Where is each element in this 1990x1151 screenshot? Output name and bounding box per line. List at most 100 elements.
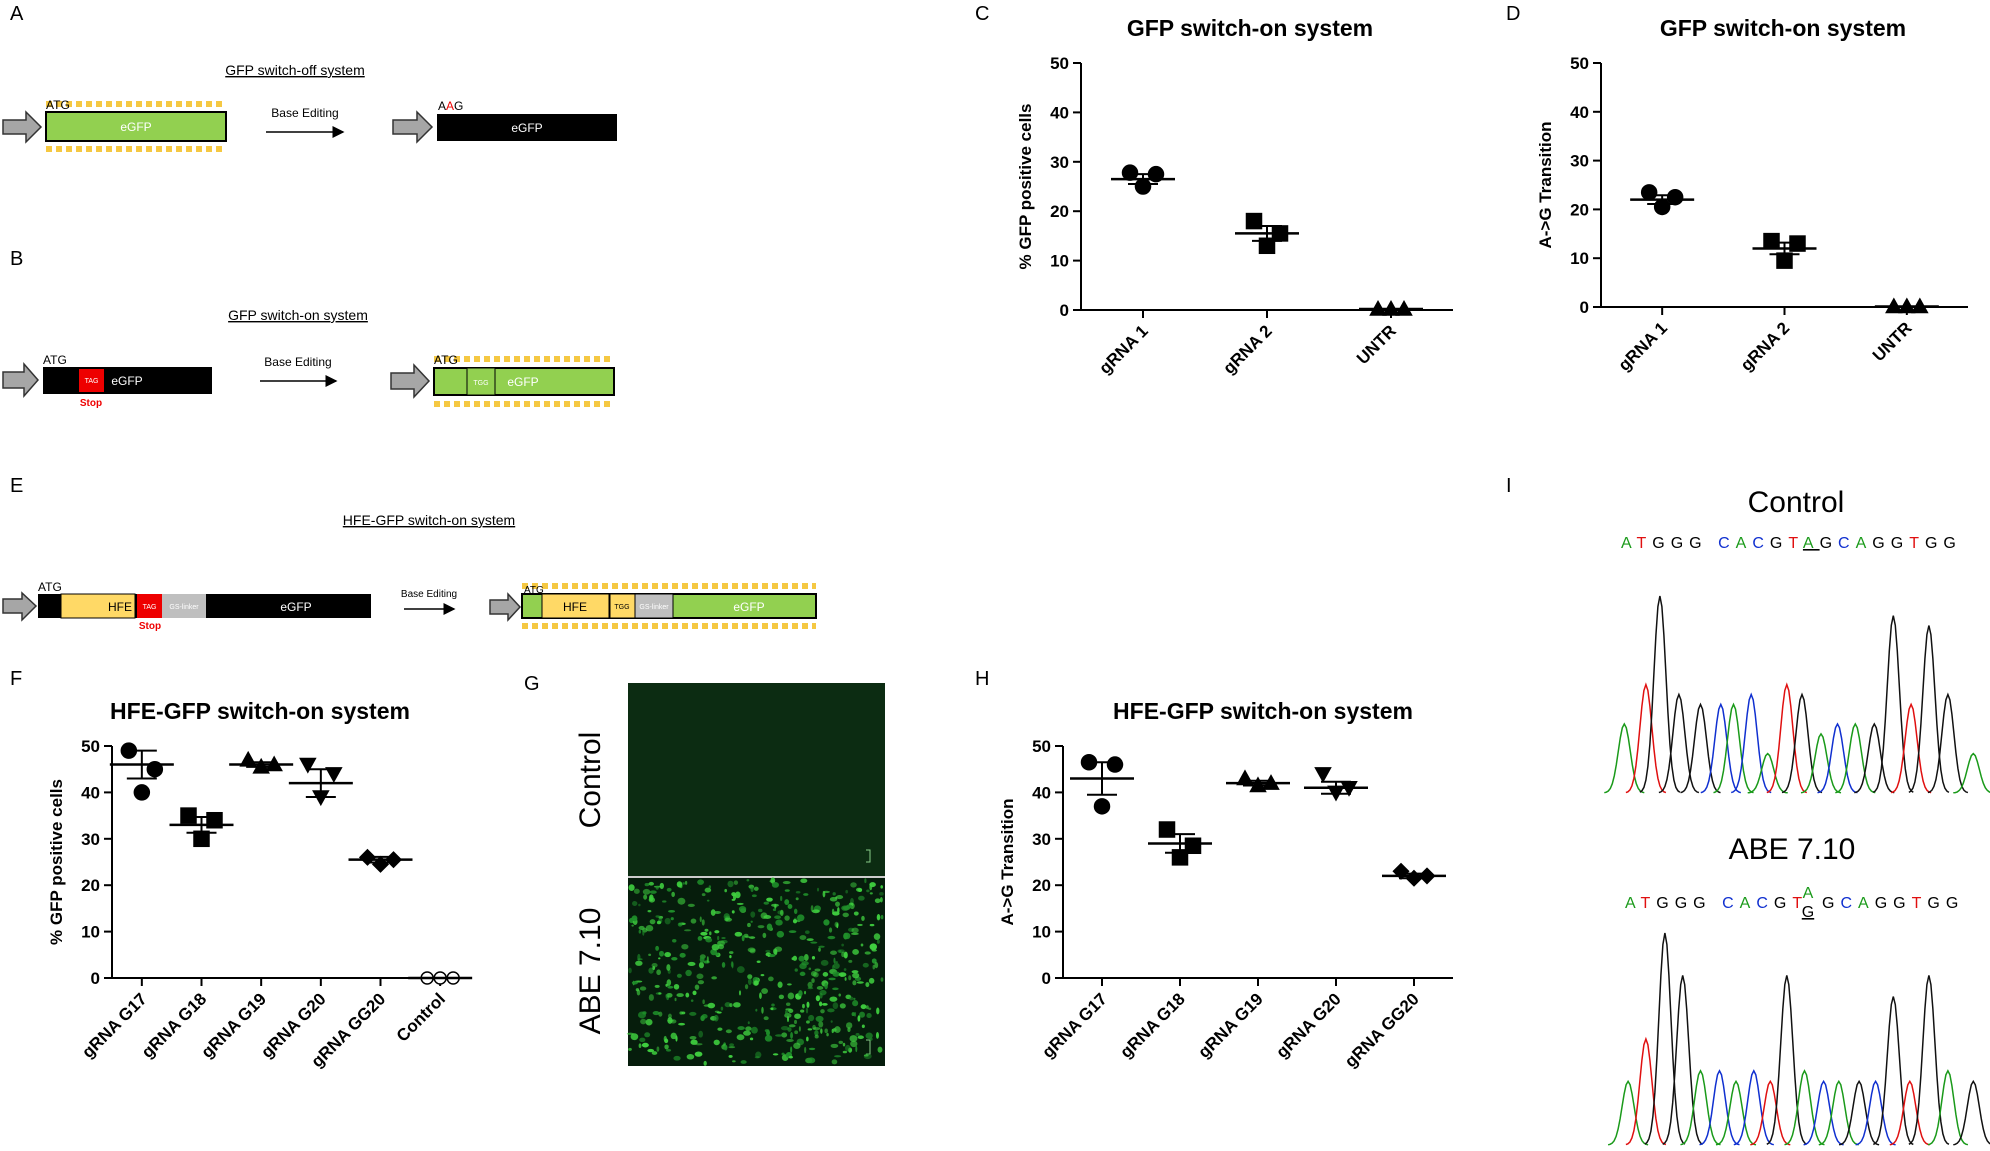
cell xyxy=(744,935,751,939)
cell xyxy=(874,961,879,969)
cell xyxy=(861,915,865,921)
peak xyxy=(1700,702,1742,794)
cell xyxy=(820,1009,825,1014)
cell xyxy=(838,993,842,997)
codon-part: A xyxy=(438,99,446,113)
cell xyxy=(652,1010,660,1016)
base: A xyxy=(1803,885,1814,902)
cell xyxy=(658,1011,663,1017)
cell xyxy=(769,879,775,883)
cell xyxy=(807,986,814,990)
y-tick-label: 20 xyxy=(1032,876,1051,895)
peak xyxy=(1817,722,1858,794)
cell xyxy=(815,995,821,1002)
cell xyxy=(733,880,739,885)
x-tick-label: UNTR xyxy=(1869,318,1916,365)
cell xyxy=(711,943,720,951)
cell xyxy=(763,901,770,905)
base: G xyxy=(1820,535,1838,552)
base: G xyxy=(1774,895,1792,912)
y-tick-label: 40 xyxy=(1570,103,1589,122)
cell xyxy=(846,904,853,909)
base: T xyxy=(1792,895,1808,912)
cell xyxy=(787,983,792,986)
peak xyxy=(1908,625,1950,794)
cell xyxy=(667,985,674,989)
cell xyxy=(674,997,677,1002)
panel-label: D xyxy=(1506,3,1520,25)
cell xyxy=(655,886,659,890)
cell xyxy=(631,981,638,985)
cell xyxy=(796,914,805,922)
cell xyxy=(764,1035,773,1042)
cell xyxy=(725,1029,732,1034)
y-tick-label: 20 xyxy=(1570,200,1589,219)
cell xyxy=(731,892,737,897)
gene-label: eGFP xyxy=(733,600,764,614)
cell xyxy=(746,878,750,882)
cell xyxy=(687,903,695,907)
cell xyxy=(701,893,706,897)
cell xyxy=(842,912,849,918)
cell xyxy=(856,887,863,892)
cell xyxy=(828,977,836,981)
diagram-title: GFP switch-off system xyxy=(225,62,365,78)
gene-box xyxy=(433,367,615,396)
cell xyxy=(734,891,741,899)
cell xyxy=(812,1027,821,1030)
y-axis-label: A->G Transition xyxy=(998,798,1017,925)
cell xyxy=(772,908,777,912)
cell xyxy=(697,980,705,985)
cell xyxy=(666,887,672,892)
peak xyxy=(1889,1079,1930,1146)
sequence-part: GCAGGTGG xyxy=(1820,535,1962,552)
base: A xyxy=(1858,895,1875,912)
cell xyxy=(775,919,783,926)
gene-label: eGFP xyxy=(511,121,542,135)
cell xyxy=(689,1011,697,1016)
image-label: Control xyxy=(574,732,607,829)
cell xyxy=(787,904,793,910)
cell xyxy=(736,966,745,974)
diagram-title: HFE-GFP switch-on system xyxy=(343,512,515,528)
diagram-title: GFP switch-on system xyxy=(228,307,368,323)
codon: TAG xyxy=(85,378,99,385)
peak xyxy=(1625,682,1667,794)
cell xyxy=(734,931,743,937)
cell xyxy=(683,929,692,932)
cell xyxy=(807,1028,813,1031)
peak xyxy=(1730,692,1772,794)
cell xyxy=(844,1044,851,1052)
base: G xyxy=(1689,535,1707,552)
gene-box xyxy=(45,111,227,142)
cell xyxy=(639,1037,646,1043)
cell xyxy=(804,1046,807,1054)
cell xyxy=(703,960,710,964)
gene-label: eGFP xyxy=(120,120,151,134)
cell xyxy=(733,1002,741,1008)
cell xyxy=(845,889,849,894)
peak xyxy=(1854,722,1895,794)
cell xyxy=(729,1003,733,1008)
promoter-arrow xyxy=(392,110,434,144)
cell xyxy=(761,1006,764,1014)
cell xyxy=(793,908,798,914)
stop-box xyxy=(79,369,104,392)
cell xyxy=(835,961,839,964)
cell xyxy=(793,1042,801,1049)
cell xyxy=(778,994,785,1000)
peak xyxy=(1855,1079,1896,1146)
cell xyxy=(794,1019,797,1025)
cell xyxy=(826,1032,829,1037)
cell xyxy=(714,930,720,934)
cell xyxy=(879,892,884,896)
cell xyxy=(628,884,635,892)
linker-box xyxy=(162,594,206,618)
point xyxy=(180,807,197,824)
cell xyxy=(785,1008,792,1011)
peak xyxy=(1953,1079,1990,1146)
peak xyxy=(1803,1079,1844,1146)
base: G xyxy=(1822,895,1840,912)
y-axis-label: % GFP positive cells xyxy=(47,779,66,945)
cell xyxy=(656,969,661,976)
